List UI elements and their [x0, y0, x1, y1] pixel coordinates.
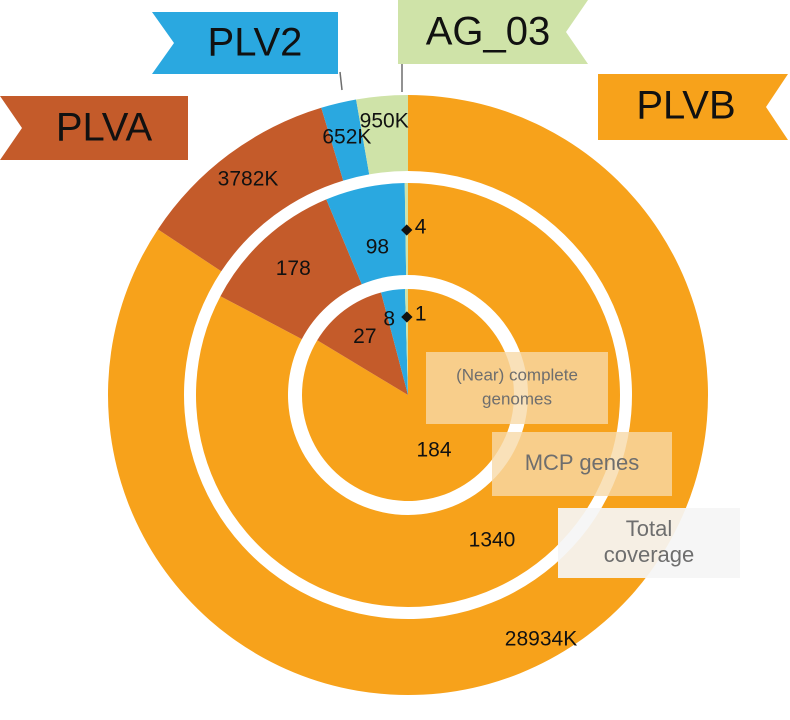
slice-label-outer-plvb: 28934K — [505, 628, 577, 651]
slice-label-outer-ag03: 950K — [360, 110, 409, 133]
slice-label-middle-plv2: 98 — [366, 236, 389, 259]
slice-inner-plva — [317, 292, 408, 395]
ring-caption-box-1 — [426, 352, 608, 424]
ring-caption-box-2 — [492, 432, 672, 496]
legend-flag-plva — [0, 96, 188, 160]
slice-outer-plv2 — [321, 99, 370, 181]
legend-flag-plv2 — [152, 12, 338, 74]
slice-middle-plv2 — [326, 183, 407, 285]
slice-outer-plva — [157, 107, 344, 272]
slice-label-inner-plva: 27 — [353, 325, 376, 348]
slice-outer-ag03 — [356, 95, 408, 175]
slice-label-middle-ag03: 4 — [415, 216, 427, 239]
ring-caption-box-3 — [558, 508, 740, 578]
slice-inner-plvb — [302, 289, 515, 502]
slice-label-outer-plv2: 652K — [322, 126, 371, 149]
donut-rings — [107, 95, 708, 695]
slice-middle-plvb — [195, 183, 620, 607]
ring-captions: (Near) complete genomes MCP genes Totalcove… — [426, 352, 740, 578]
pointer-line-plv2 — [339, 71, 343, 91]
legend-label-ag03: AG_03 — [426, 10, 551, 54]
marker-inner-ag03 — [401, 311, 413, 323]
ring-caption-text-3-1: Total — [626, 516, 672, 541]
legend-flag-plvb — [598, 74, 788, 140]
legend-flag-ag03 — [398, 0, 588, 64]
ring-caption-text-1-1: (Near) complete — [456, 365, 578, 384]
slice-label-outer-plva: 3782K — [218, 168, 279, 191]
slice-label-inner-plv2: 8 — [383, 307, 395, 330]
legend-label-plv2: PLV2 — [208, 21, 303, 65]
marker-middle-ag03 — [401, 224, 413, 236]
slice-label-inner-ag03: 1 — [415, 303, 427, 326]
ring-caption-text-2-1: MCP genes — [525, 450, 640, 475]
legend-label-plva: PLVA — [56, 106, 153, 150]
slice-label-middle-plvb: 1340 — [469, 529, 516, 552]
slice-label-middle-plva: 178 — [276, 257, 311, 280]
slice-inner-plv2 — [381, 289, 408, 395]
slice-label-inner-plvb: 184 — [416, 439, 451, 462]
ring-caption-text-3-2: coverage — [604, 542, 695, 567]
legend-label-plvb: PLVB — [636, 84, 735, 128]
slice-middle-plva — [220, 199, 362, 340]
group-flags: PLVB PLVA PLV2 AG_03 — [0, 0, 788, 160]
ring-caption-text-1-2: genomes — [482, 389, 552, 408]
